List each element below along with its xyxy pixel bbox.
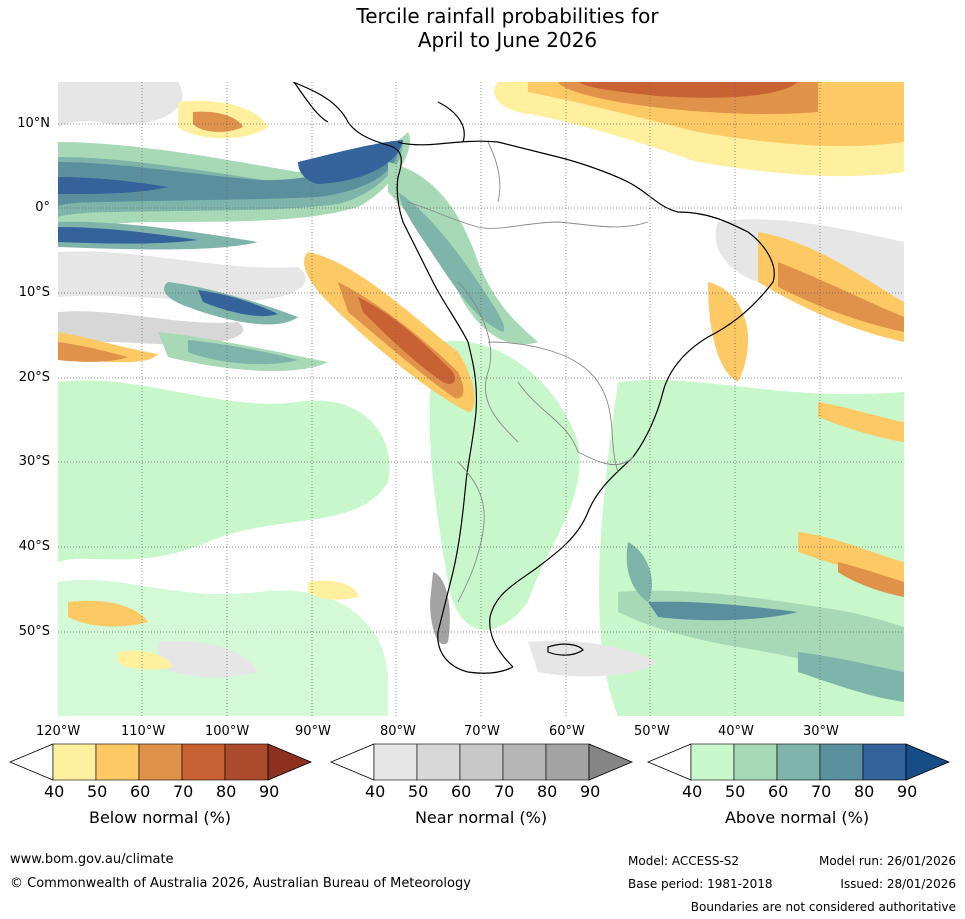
above-normal-swatch-60: [776, 743, 821, 781]
model-text: Model: ACCESS-S2: [628, 854, 740, 868]
graticule: [58, 82, 904, 716]
lon-label-90w: 90°W: [295, 724, 331, 739]
title-line1: Tercile rainfall probabilities for: [356, 4, 659, 28]
below-normal-tick-40: 40: [44, 782, 65, 801]
lat-label-50s: 50°S: [18, 624, 50, 639]
lon-label-70w: 70°W: [464, 724, 500, 739]
below-normal-tick-70: 70: [173, 782, 194, 801]
near-normal-swatch-60: [459, 743, 504, 781]
lon-label-120w: 120°W: [36, 724, 81, 739]
lon-label-100w: 100°W: [205, 724, 250, 739]
rainfall-probability-map: [58, 82, 904, 716]
above-normal-below-40-swatch: [646, 743, 692, 781]
near-normal-swatch-40: [373, 743, 418, 781]
below-normal-tick-60: 60: [130, 782, 151, 801]
above-normal-tick-90: 90: [897, 782, 918, 801]
below-normal-tick-90: 90: [259, 782, 280, 801]
lon-label-60w: 60°W: [549, 724, 585, 739]
above-normal-swatch-80: [862, 743, 907, 781]
near-normal-tick-80: 80: [537, 782, 558, 801]
lon-label-110w: 110°W: [121, 724, 166, 739]
below-normal-swatch-80: [224, 743, 269, 781]
near-normal-tick-90: 90: [580, 782, 601, 801]
map-title: Tercile rainfall probabilities for April…: [0, 4, 965, 52]
above-normal-swatch-70: [819, 743, 864, 781]
coastlines: [292, 82, 775, 674]
below-normal-tick-50: 50: [87, 782, 108, 801]
below-normal-swatch-above-90: [267, 743, 313, 781]
colorbar-near-normal: [329, 743, 634, 781]
above-normal-swatch-above-90: [905, 743, 951, 781]
copyright-text: © Commonwealth of Australia 2026, Austra…: [10, 876, 471, 891]
below-normal-swatch-40: [52, 743, 97, 781]
lat-label-20s: 20°S: [18, 370, 50, 385]
above-normal-label: Above normal (%): [724, 808, 870, 827]
near-normal-swatch-70: [502, 743, 547, 781]
title-line2: April to June 2026: [417, 28, 598, 52]
lat-label-40s: 40°S: [18, 539, 50, 554]
near-normal-below-40-swatch: [329, 743, 375, 781]
below-normal-tick-80: 80: [216, 782, 237, 801]
below-normal-below-40-swatch: [8, 743, 54, 781]
above-normal-tick-50: 50: [725, 782, 746, 801]
lon-label-40w: 40°W: [718, 724, 754, 739]
website-link[interactable]: www.bom.gov.au/climate: [10, 852, 174, 867]
lon-label-50w: 50°W: [634, 724, 670, 739]
near-normal-tick-60: 60: [451, 782, 472, 801]
lat-label-0: 0°: [35, 200, 50, 215]
colorbars-svg: [8, 743, 951, 781]
near-normal-label: Near normal (%): [414, 808, 548, 827]
probability-shading: [58, 82, 904, 716]
map-svg: [58, 82, 904, 716]
near-normal-swatch-50: [416, 743, 461, 781]
above-normal-tick-60: 60: [768, 782, 789, 801]
model-run-text: Model run: 26/01/2026: [818, 854, 956, 868]
near-normal-swatch-above-90: [588, 743, 634, 781]
near-normal-tick-40: 40: [365, 782, 386, 801]
issued-text: Issued: 28/01/2026: [840, 877, 956, 891]
disclaimer-text: Boundaries are not considered authoritat…: [690, 900, 956, 914]
below-normal-swatch-50: [95, 743, 140, 781]
near-normal-tick-50: 50: [408, 782, 429, 801]
above-normal-swatch-40: [690, 743, 735, 781]
above-normal-tick-40: 40: [682, 782, 703, 801]
near-normal-swatch-80: [545, 743, 590, 781]
lat-label-10s: 10°S: [18, 285, 50, 300]
lat-label-30s: 30°S: [18, 454, 50, 469]
lat-label-10n: 10°N: [17, 116, 50, 131]
below-normal-label: Below normal (%): [88, 808, 232, 827]
lon-label-30w: 30°W: [803, 724, 839, 739]
country-borders: [407, 141, 649, 603]
above-normal-swatch-50: [733, 743, 778, 781]
lon-label-80w: 80°W: [380, 724, 416, 739]
above-normal-tick-70: 70: [811, 782, 832, 801]
near-normal-tick-70: 70: [494, 782, 515, 801]
below-normal-swatch-60: [138, 743, 183, 781]
colorbar-below-normal: [8, 743, 313, 781]
base-period-text: Base period: 1981-2018: [628, 877, 773, 891]
below-normal-swatch-70: [181, 743, 226, 781]
colorbar-above-normal: [646, 743, 951, 781]
above-normal-tick-80: 80: [854, 782, 875, 801]
